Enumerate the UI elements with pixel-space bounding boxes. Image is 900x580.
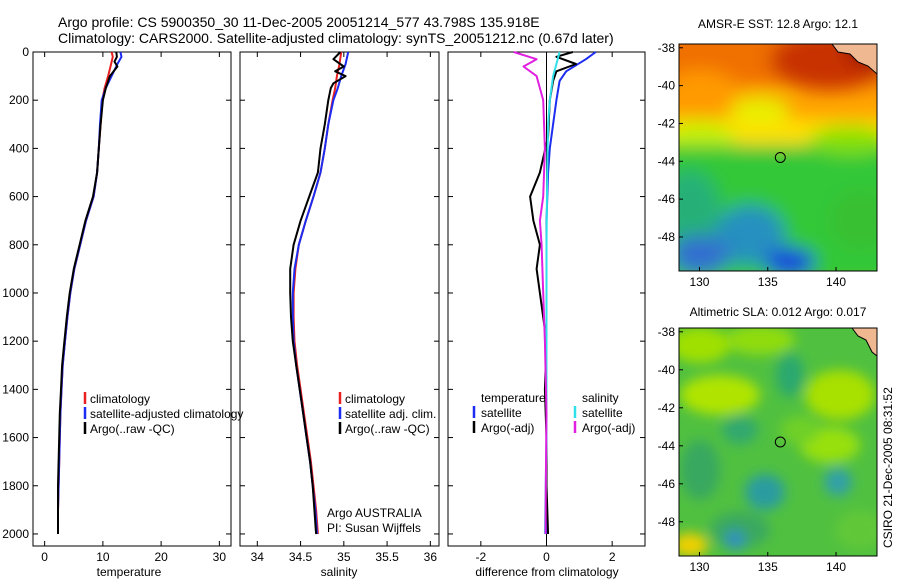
timestamp-label: CSIRO 21-Dec-2005 08:31:52 bbox=[881, 387, 895, 548]
sst-map-axes: 130 135 140 -38 -40 -42 -44 -46 -48 bbox=[658, 41, 847, 289]
map-y-tick-label: -46 bbox=[658, 477, 676, 491]
map-y-tick-label: -42 bbox=[658, 116, 676, 130]
x-tick-label: 0 bbox=[543, 550, 550, 564]
series-line-argo-raw-qc bbox=[57, 51, 119, 534]
difference-xlabel: difference from climatology bbox=[475, 565, 618, 579]
difference-legend-salinity: salinity satellite Argo(-adj) bbox=[573, 391, 635, 435]
temperature-panel-frame bbox=[32, 51, 232, 547]
map-x-tick-label: 140 bbox=[826, 560, 846, 574]
map-x-tick-label: 135 bbox=[758, 275, 778, 289]
y-tick-label: 1400 bbox=[2, 382, 29, 396]
x-tick-label: -2 bbox=[475, 550, 486, 564]
legend-label-satellite: satellite adj. clim. bbox=[345, 407, 436, 421]
y-tick-label: 1200 bbox=[2, 334, 29, 348]
argo-annotation-line1: Argo AUSTRALIA bbox=[327, 506, 422, 520]
y-tick-label: 0 bbox=[22, 45, 29, 59]
map-x-tick-label: 140 bbox=[826, 275, 846, 289]
x-tick-label: 34.5 bbox=[289, 550, 313, 564]
sla-map bbox=[678, 327, 878, 557]
map-y-tick-label: -44 bbox=[658, 154, 676, 168]
figure-title-line2: Climatology: CARS2000. Satellite-adjuste… bbox=[58, 30, 614, 46]
y-tick-label: 1800 bbox=[2, 479, 29, 493]
x-tick-label: 20 bbox=[154, 550, 168, 564]
y-tick-label: 600 bbox=[9, 190, 29, 204]
map-y-tick-label: -48 bbox=[658, 230, 676, 244]
map-y-tick-label: -40 bbox=[658, 79, 676, 93]
map-y-tick-label: -40 bbox=[658, 363, 676, 377]
salinity-xlabel: salinity bbox=[321, 565, 358, 579]
series-line-temperature-argo-adj bbox=[529, 51, 577, 535]
sst-map bbox=[678, 43, 878, 272]
x-tick-label: 36 bbox=[424, 550, 438, 564]
map-y-tick-label: -46 bbox=[658, 192, 676, 206]
temperature-xlabel: temperature bbox=[97, 565, 162, 579]
series-line-argo-raw-qc bbox=[289, 51, 347, 535]
map-y-tick-label: -38 bbox=[658, 41, 676, 55]
difference-plot: -2 0 2 bbox=[448, 51, 645, 564]
y-tick-label: 400 bbox=[9, 141, 29, 155]
x-tick-label: 35.5 bbox=[375, 550, 399, 564]
y-tick-label: 200 bbox=[9, 93, 29, 107]
y-tick-label: 1000 bbox=[2, 286, 29, 300]
sla-map-axes: 130 135 140 -38 -40 -42 -44 -46 -48 bbox=[658, 325, 847, 574]
temperature-plot: 0 10 20 30 0 200 400 600 800 1000 1200 1400 1600 1800… bbox=[2, 45, 231, 564]
legend-label-temp-argo: Argo(-adj) bbox=[481, 421, 534, 435]
map-x-tick-label: 135 bbox=[758, 560, 778, 574]
x-tick-label: 2 bbox=[609, 550, 616, 564]
x-tick-label: 34 bbox=[251, 550, 265, 564]
argo-location-marker bbox=[774, 152, 786, 163]
x-tick-label: 30 bbox=[213, 550, 227, 564]
x-tick-label: 10 bbox=[96, 550, 110, 564]
map-y-tick-label: -44 bbox=[658, 439, 676, 453]
legend-label-climatology: climatology bbox=[90, 392, 150, 406]
legend-title-temperature: temperature bbox=[481, 391, 546, 405]
temperature-legend: climatology satellite-adjusted climatolo… bbox=[83, 392, 243, 436]
map-y-tick-label: -38 bbox=[658, 325, 676, 339]
salinity-panel-frame bbox=[239, 51, 440, 547]
legend-label-argo: Argo(..raw -QC) bbox=[90, 422, 175, 436]
x-tick-label: 0 bbox=[41, 550, 48, 564]
legend-label-sal-argo: Argo(-adj) bbox=[582, 421, 635, 435]
y-tick-label: 800 bbox=[9, 238, 29, 252]
legend-label-temp-satellite: satellite bbox=[481, 406, 522, 420]
legend-label-satellite: satellite-adjusted climatology bbox=[90, 407, 243, 421]
figure-title-line1: Argo profile: CS 5900350_30 11-Dec-2005 … bbox=[58, 14, 540, 30]
salinity-plot: 34 34.5 35 35.5 36 bbox=[240, 51, 439, 564]
legend-label-sal-satellite: satellite bbox=[582, 406, 623, 420]
map-y-tick-label: -48 bbox=[658, 515, 676, 529]
legend-label-climatology: climatology bbox=[345, 392, 405, 406]
legend-title-salinity: salinity bbox=[582, 391, 619, 405]
difference-legend-temperature: temperature satellite Argo(-adj) bbox=[472, 391, 546, 435]
y-tick-label: 1600 bbox=[2, 431, 29, 445]
map-x-tick-label: 130 bbox=[689, 560, 709, 574]
sla-map-title: Altimetric SLA: 0.012 Argo: 0.017 bbox=[690, 305, 867, 319]
legend-label-argo: Argo(..raw -QC) bbox=[345, 422, 430, 436]
y-tick-label: 2000 bbox=[2, 527, 29, 541]
map-x-tick-label: 130 bbox=[689, 275, 709, 289]
map-y-tick-label: -42 bbox=[658, 401, 676, 415]
salinity-legend: climatology satellite adj. clim. Argo(..… bbox=[338, 392, 436, 436]
series-line-salinity-argo-adj bbox=[513, 51, 548, 535]
argo-annotation-line2: PI: Susan Wijffels bbox=[327, 521, 421, 535]
x-tick-label: 35 bbox=[337, 550, 351, 564]
sst-map-title: AMSR-E SST: 12.8 Argo: 12.1 bbox=[698, 17, 858, 31]
argo-location-marker bbox=[774, 436, 786, 448]
